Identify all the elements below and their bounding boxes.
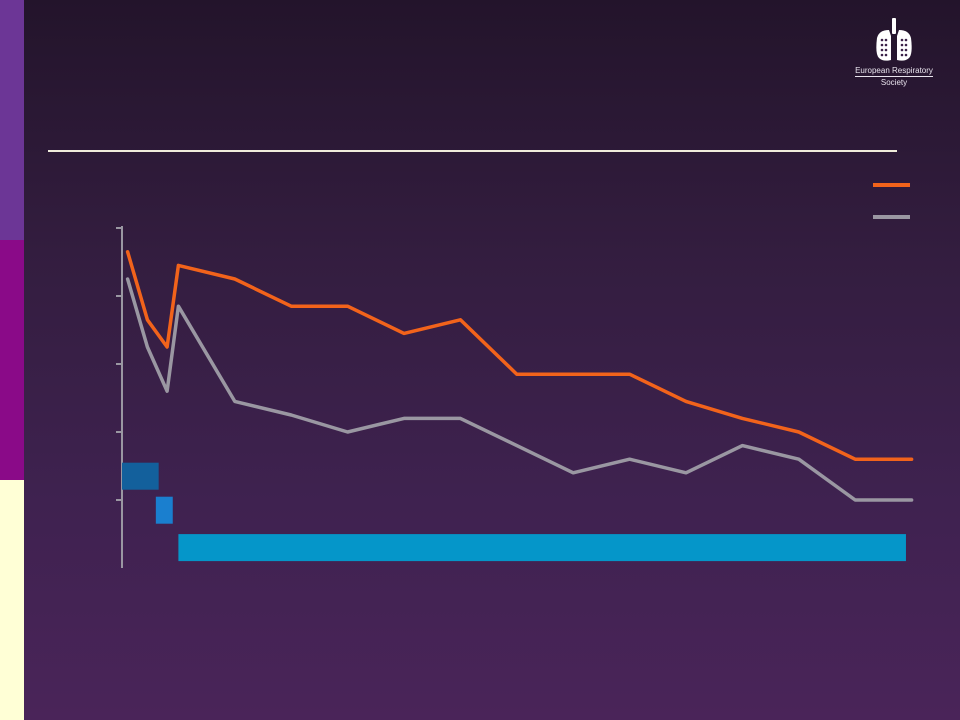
logo-rule — [855, 76, 933, 77]
ers-logo: European Respiratory Society — [852, 16, 936, 96]
logo-line-1: European Respiratory — [855, 66, 933, 75]
side-band-magenta — [0, 240, 24, 480]
series-line-2 — [125, 277, 914, 502]
lungs-icon — [876, 18, 912, 61]
annotation-bar-2 — [155, 496, 173, 524]
side-band-cream — [0, 480, 24, 720]
series-line-1 — [125, 250, 914, 461]
side-band-violet — [0, 0, 24, 240]
annotation-bar-3 — [178, 534, 906, 562]
title-divider — [48, 150, 897, 152]
annotation-bar-1 — [122, 462, 159, 490]
logo-line-2: Society — [880, 78, 908, 87]
